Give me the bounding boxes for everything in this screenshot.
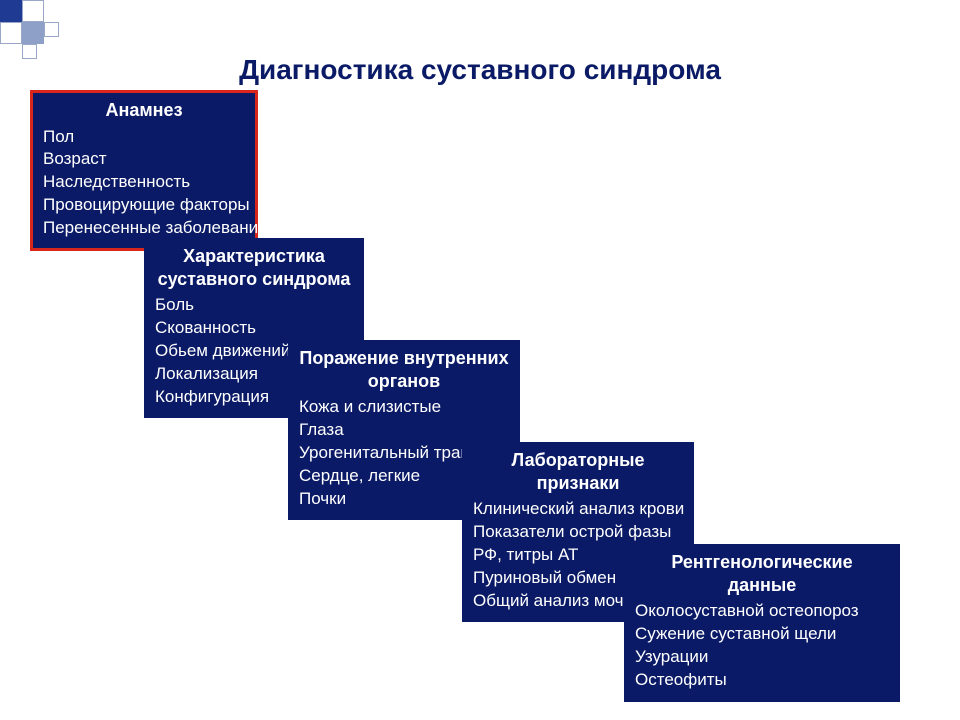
box-item: Клинический анализ крови xyxy=(473,498,683,521)
box-heading-line: органов xyxy=(299,370,509,393)
box-items: Околосуставной остеопорозСужение суставн… xyxy=(635,600,889,692)
box-item: Провоцирующие факторы xyxy=(43,194,245,217)
box-heading-line: Лабораторные xyxy=(473,449,683,472)
box-item: Кожа и слизистые xyxy=(299,396,509,419)
box-heading-line: данные xyxy=(635,574,889,597)
box-heading-line: Рентгенологические xyxy=(635,551,889,574)
box-heading: Рентгенологическиеданные xyxy=(635,551,889,596)
box-item: Остеофиты xyxy=(635,669,889,692)
box-item: Пол xyxy=(43,126,245,149)
decor-square xyxy=(22,0,44,22)
decor-square xyxy=(44,22,59,37)
box-heading-line: суставного синдрома xyxy=(155,268,353,291)
box-item: Узурации xyxy=(635,646,889,669)
box-heading-line: Анамнез xyxy=(43,99,245,122)
box-xray-data: РентгенологическиеданныеОколосуставной о… xyxy=(624,544,900,702)
decor-square xyxy=(0,22,22,44)
box-heading-line: признаки xyxy=(473,472,683,495)
box-item: Скованность xyxy=(155,317,353,340)
box-heading: Лабораторныепризнаки xyxy=(473,449,683,494)
box-heading: Характеристикасуставного синдрома xyxy=(155,245,353,290)
box-heading-line: Поражение внутренних xyxy=(299,347,509,370)
box-item: Боль xyxy=(155,294,353,317)
box-items: ПолВозрастНаследственностьПровоцирующие … xyxy=(43,126,245,241)
decor-square xyxy=(22,22,44,44)
box-item: Показатели острой фазы xyxy=(473,521,683,544)
page-title: Диагностика суставного синдрома xyxy=(0,54,960,86)
box-heading-line: Характеристика xyxy=(155,245,353,268)
box-item: Наследственность xyxy=(43,171,245,194)
box-heading: Поражение внутреннихорганов xyxy=(299,347,509,392)
box-item: Возраст xyxy=(43,148,245,171)
decor-square xyxy=(0,0,22,22)
box-heading: Анамнез xyxy=(43,99,245,122)
box-item: Сужение суставной щели xyxy=(635,623,889,646)
box-item: Перенесенные заболевания xyxy=(43,217,245,240)
box-item: Глаза xyxy=(299,419,509,442)
box-anamnesis: Анамнез ПолВозрастНаследственностьПровоци… xyxy=(30,90,258,251)
box-item: Околосуставной остеопороз xyxy=(635,600,889,623)
